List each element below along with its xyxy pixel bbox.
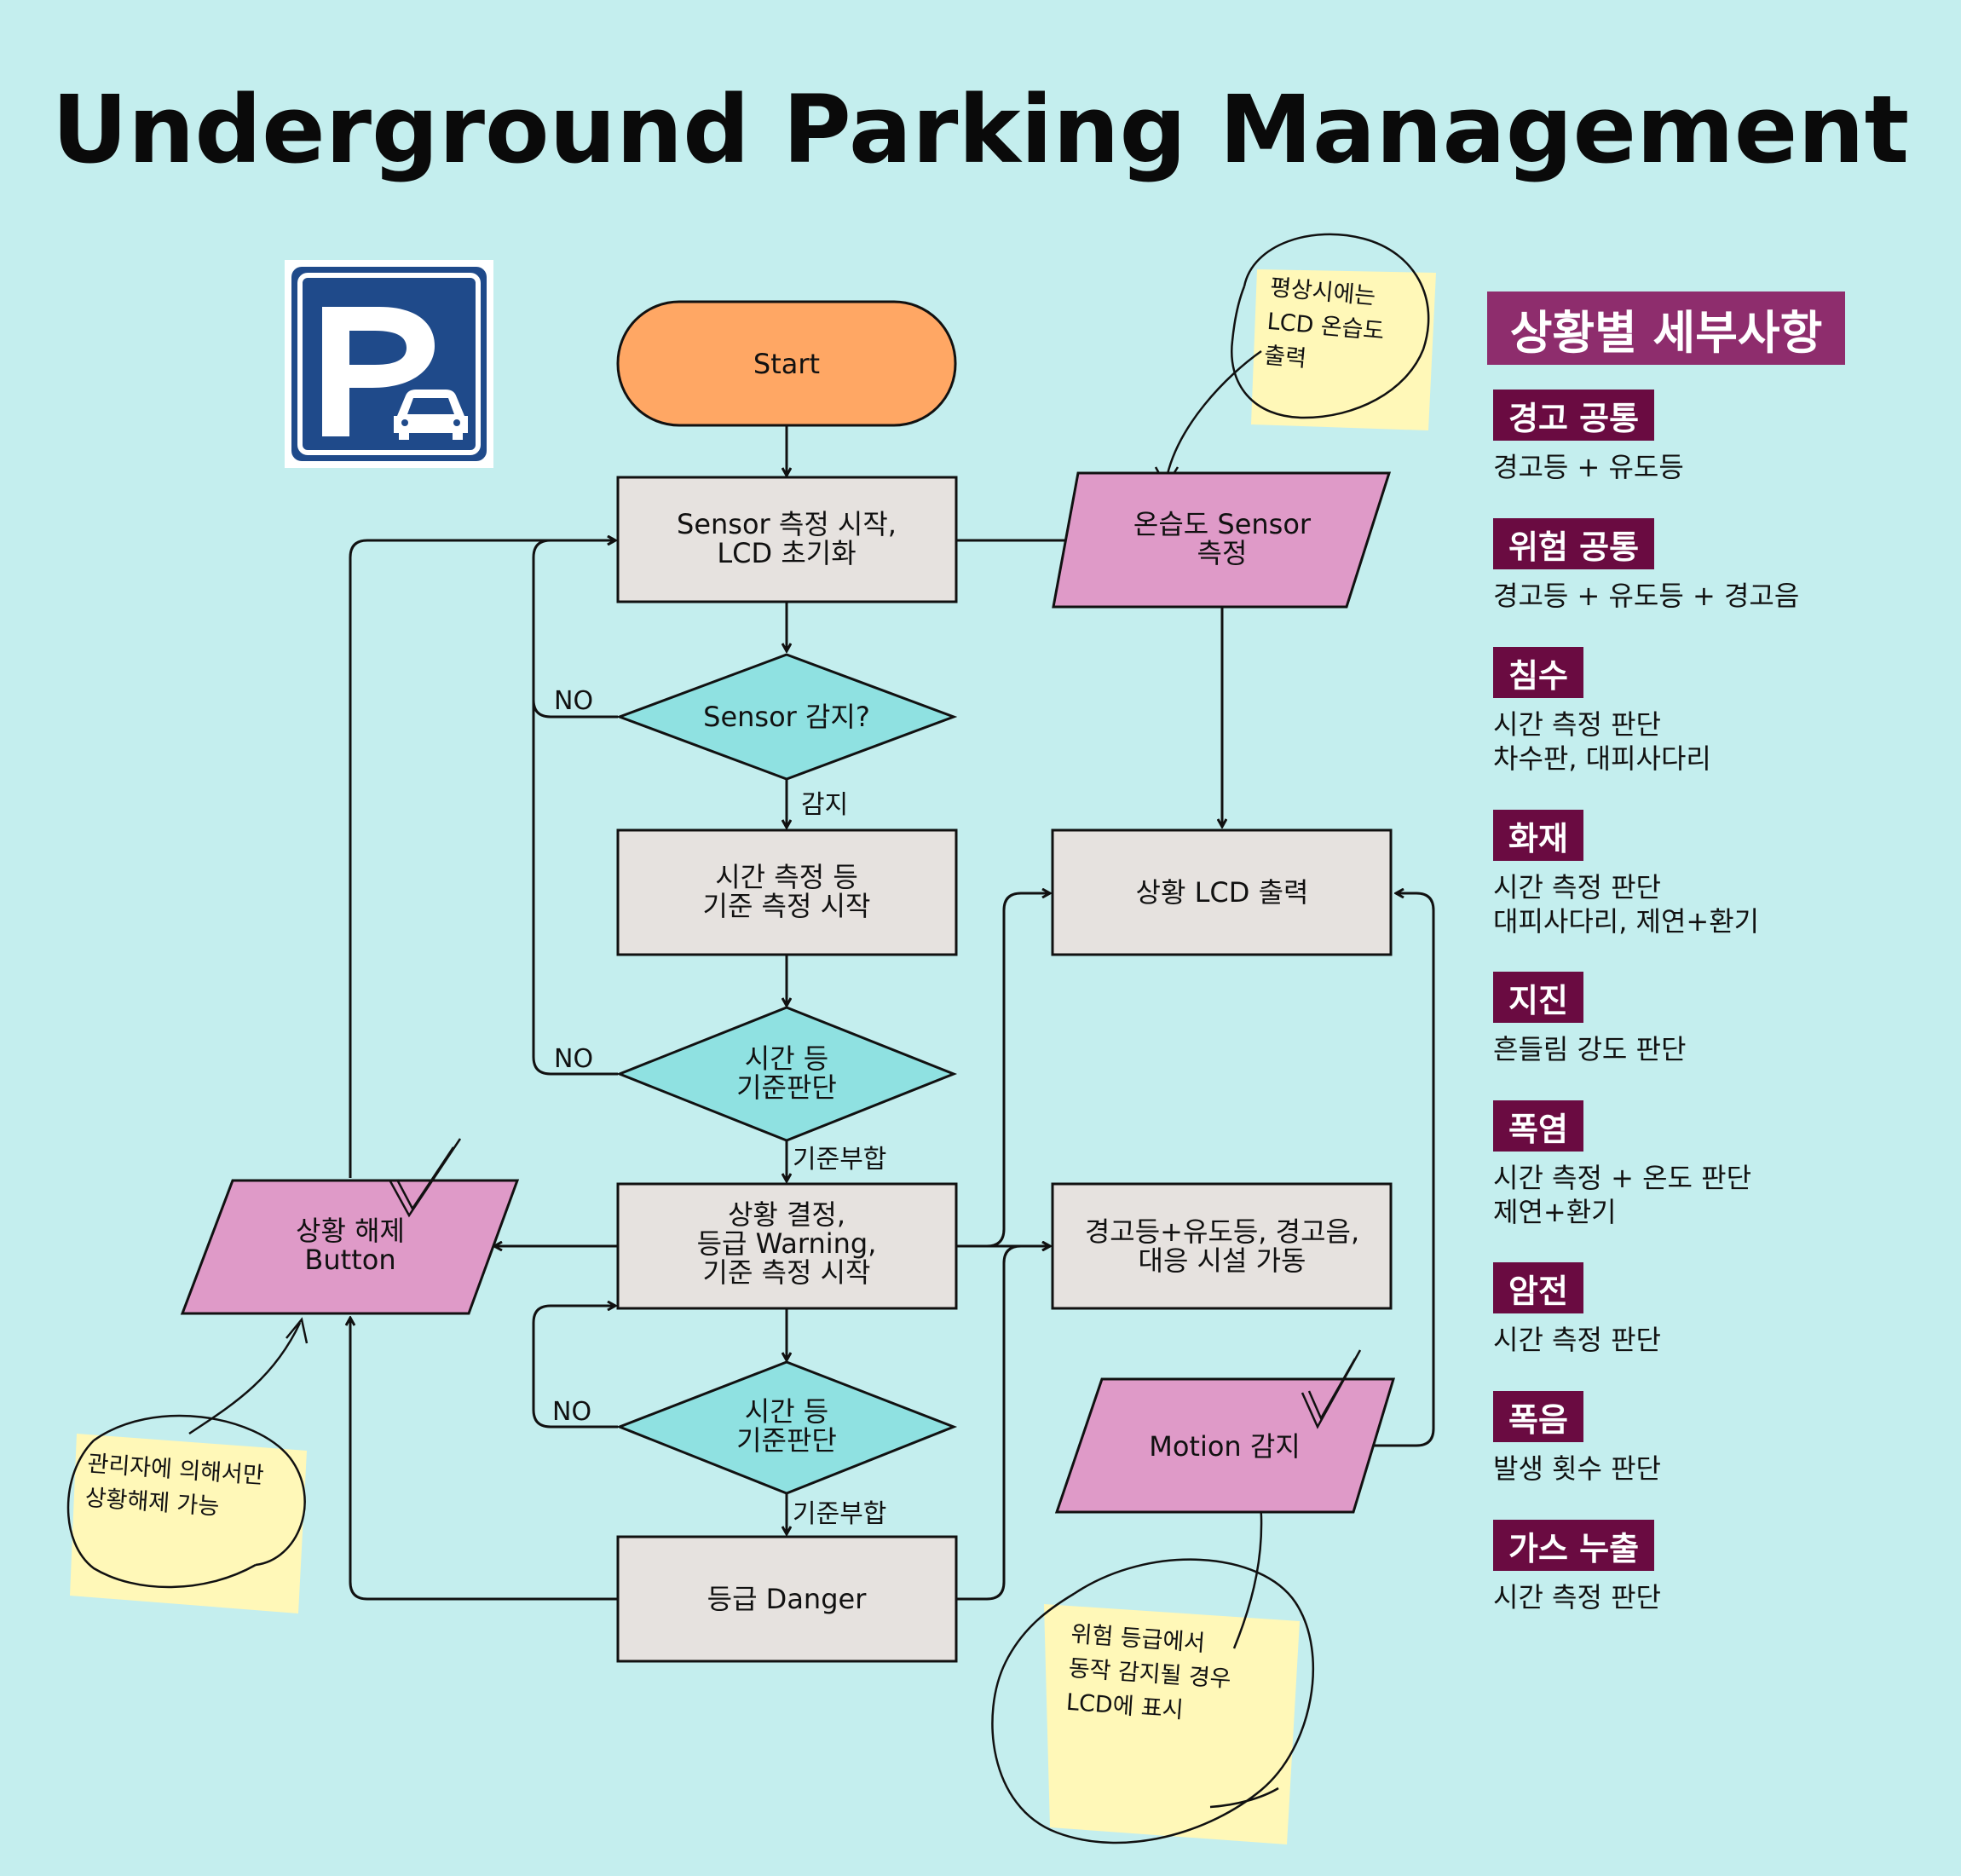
connectors — [350, 425, 1435, 1601]
legend-item-danger-common: 위험 공통 — [1493, 518, 1655, 569]
legend-item-heatwave: 폭염 — [1493, 1100, 1583, 1152]
alarm-node[interactable] — [1051, 1182, 1393, 1310]
time-measure-label-2: 기준 측정 시작 — [703, 890, 871, 922]
legend-desc: 시간 측정 + 온도 판단 제연+환기 — [1493, 1162, 1752, 1228]
motion-node[interactable] — [1054, 1377, 1396, 1514]
edge-label-no: NO — [554, 1044, 593, 1074]
danger-node[interactable] — [616, 1535, 958, 1663]
sticky-note-motion-danger — [991, 1487, 1315, 1844]
time-measure-label-1: 시간 측정 등 — [715, 861, 858, 893]
time-measure-node[interactable] — [616, 828, 958, 956]
sensor-detect-label: Sensor 감지? — [703, 701, 870, 733]
thermo-sensor-label-2: 측정 — [1197, 537, 1248, 569]
release-label-1: 상황 해제 — [296, 1215, 405, 1247]
criteria-decision-2[interactable] — [615, 1360, 958, 1495]
lcd-output-node[interactable] — [1051, 828, 1393, 956]
thermo-sensor-node[interactable] — [1052, 471, 1392, 609]
criteria1-label-2: 기준판단 — [736, 1071, 837, 1104]
checkmark-icon — [1301, 1349, 1362, 1429]
sensor-detect-decision[interactable] — [615, 653, 958, 781]
thermo-sensor-label-1: 온습도 Sensor — [1133, 508, 1312, 540]
criteria2-label-2: 기준판단 — [736, 1424, 837, 1457]
sensor-init-label-1: Sensor 측정 시작, — [677, 508, 897, 540]
legend-item-flood: 침수 — [1493, 647, 1583, 698]
note-admin-release: 관리자에 의해서만 상황해제 가능 — [84, 1450, 265, 1521]
criteria2-label-1: 시간 등 — [745, 1395, 829, 1428]
legend-item-gas-leak: 가스 누출 — [1493, 1520, 1655, 1571]
legend-desc: 시간 측정 판단 대피사다리, 제연+환기 — [1493, 871, 1760, 938]
sticky-note-admin-release — [66, 1317, 309, 1613]
edge-label-match: 기준부합 — [793, 1499, 886, 1529]
legend-desc: 흔들림 강도 판단 — [1493, 1033, 1687, 1065]
sensor-init-node[interactable] — [616, 476, 958, 603]
page-title: Underground Parking Management — [51, 75, 1910, 184]
note-motion-danger: 위험 등급에서 동작 감지될 경우 LCD에 표시 — [1064, 1620, 1232, 1724]
legend-desc: 경고등 + 유도등 + 경고음 — [1493, 580, 1800, 612]
legend-desc: 경고등 + 유도등 — [1493, 451, 1684, 483]
legend-desc: 발생 횟수 판단 — [1493, 1452, 1661, 1485]
release-label-2: Button — [304, 1244, 395, 1276]
legend-item-blackout: 암전 — [1493, 1262, 1583, 1313]
sensor-init-label-2: LCD 초기화 — [717, 537, 856, 569]
legend-desc: 시간 측정 판단 — [1493, 1324, 1661, 1356]
edge-label-no: NO — [554, 686, 593, 716]
criteria1-label-1: 시간 등 — [745, 1042, 829, 1075]
parking-sign-icon — [285, 260, 493, 468]
edge-label-detected: 감지 — [801, 790, 848, 820]
decide-level-label-1: 상황 결정, — [728, 1198, 845, 1231]
start-node[interactable] — [616, 300, 957, 427]
lcd-output-label: 상황 LCD 출력 — [1136, 876, 1309, 909]
start-label: Start — [753, 348, 820, 380]
legend-item-earthquake: 지진 — [1493, 972, 1583, 1023]
edge-label-no: NO — [552, 1397, 591, 1427]
decide-level-label-2: 등급 Warning, — [697, 1227, 877, 1260]
alarm-label-2: 대응 시설 가동 — [1139, 1244, 1306, 1277]
legend-desc: 시간 측정 판단 — [1493, 1581, 1661, 1613]
legend-heading: 상황별 세부사항 — [1487, 292, 1845, 365]
decide-level-node[interactable] — [616, 1182, 958, 1310]
legend-item-explosion: 폭음 — [1493, 1391, 1583, 1442]
legend-desc: 시간 측정 판단 차수판, 대피사다리 — [1493, 708, 1711, 775]
legend-item-warning-common: 경고 공통 — [1493, 390, 1655, 441]
release-button-node[interactable] — [180, 1179, 520, 1315]
criteria-decision-1[interactable] — [615, 1006, 958, 1142]
edge-label-match: 기준부합 — [793, 1145, 886, 1175]
checkmark-icon — [389, 1138, 462, 1218]
danger-label: 등급 Danger — [707, 1583, 868, 1615]
car-icon — [394, 390, 468, 440]
alarm-label-1: 경고등+유도등, 경고음, — [1085, 1215, 1359, 1248]
decide-level-label-3: 기준 측정 시작 — [703, 1256, 871, 1289]
note-normal-lcd: 평상시에는 LCD 온습도 출력 — [1262, 274, 1386, 372]
motion-label: Motion 감지 — [1149, 1430, 1301, 1463]
legend-item-fire: 화재 — [1493, 810, 1583, 861]
